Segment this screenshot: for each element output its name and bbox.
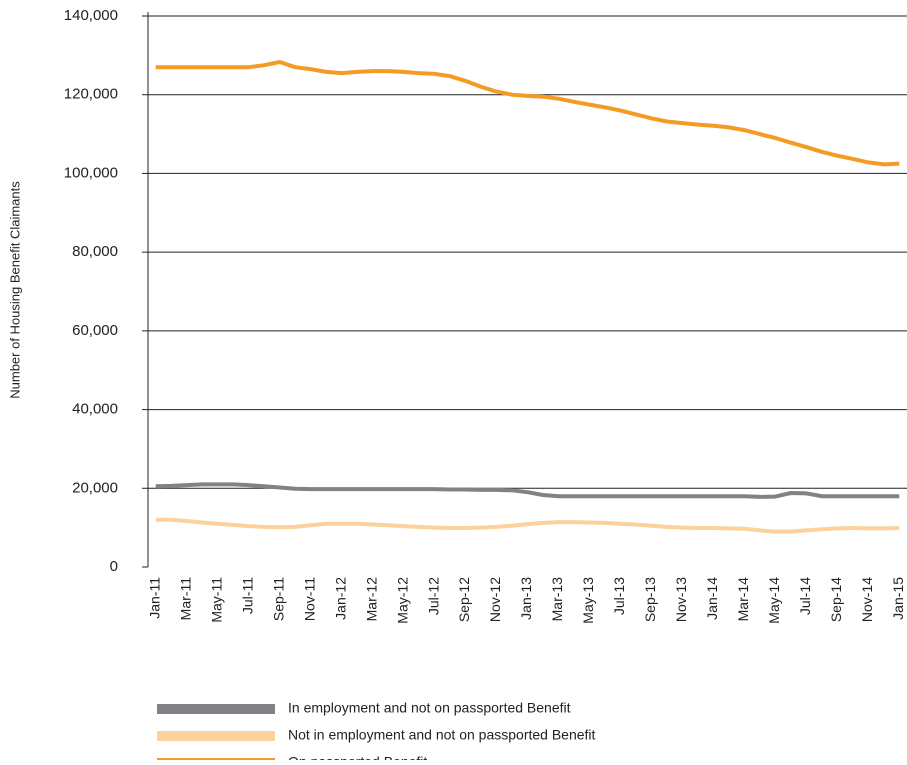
y-axis-title: Number of Housing Benefit Claimants xyxy=(7,181,22,399)
x-tick-label: May-14 xyxy=(766,577,782,624)
x-tick-label: Nov-14 xyxy=(859,577,875,622)
line xyxy=(155,517,900,534)
x-tick-label: Jul-13 xyxy=(611,577,627,615)
line xyxy=(155,482,900,499)
x-tick-label: Nov-12 xyxy=(487,577,503,622)
legend-label: In employment and not on passported Bene… xyxy=(288,700,571,716)
y-tick-label: 120,000 xyxy=(64,86,118,103)
x-tick-label: May-12 xyxy=(394,577,410,624)
legend-label: Not in employment and not on passported … xyxy=(288,727,596,743)
x-tick-label: Jan-14 xyxy=(704,577,720,620)
x-tick-label: May-13 xyxy=(580,577,596,624)
x-tick-label: Jan-11 xyxy=(146,577,162,619)
y-tick-label: 40,000 xyxy=(72,401,118,418)
x-tick-label: Jul-12 xyxy=(425,577,441,615)
x-tick-label: Jul-14 xyxy=(797,577,813,615)
x-tick-label: Sep-11 xyxy=(270,577,286,621)
x-tick-label: Sep-13 xyxy=(642,577,658,622)
y-tick-label: 80,000 xyxy=(72,243,118,260)
x-tick-label: Jan-13 xyxy=(518,577,534,620)
y-tick-label: 0 xyxy=(110,558,118,575)
x-tick-label: Nov-11 xyxy=(301,577,317,621)
legend-label: On passported Benefit xyxy=(288,754,427,760)
y-tick-label: 60,000 xyxy=(72,322,118,339)
legend-swatch xyxy=(157,731,275,741)
x-tick-label: May-11 xyxy=(208,577,224,623)
x-tick-label: Jan-15 xyxy=(890,577,906,620)
y-tick-label: 100,000 xyxy=(64,164,118,181)
y-tick-label: 20,000 xyxy=(72,479,118,496)
x-tick-label: Mar-14 xyxy=(735,577,751,622)
x-tick-label: Mar-11 xyxy=(177,577,193,621)
x-tick-label: Jul-11 xyxy=(239,577,255,614)
x-tick-label: Sep-14 xyxy=(828,577,844,622)
x-tick-label: Sep-12 xyxy=(456,577,472,622)
x-tick-label: Jan-12 xyxy=(332,577,348,620)
x-tick-label: Mar-12 xyxy=(363,577,379,622)
line xyxy=(155,60,900,167)
x-tick-label: Nov-13 xyxy=(673,577,689,622)
legend-swatch xyxy=(157,704,275,714)
y-tick-label: 140,000 xyxy=(64,7,118,24)
x-tick-label: Mar-13 xyxy=(549,577,565,622)
